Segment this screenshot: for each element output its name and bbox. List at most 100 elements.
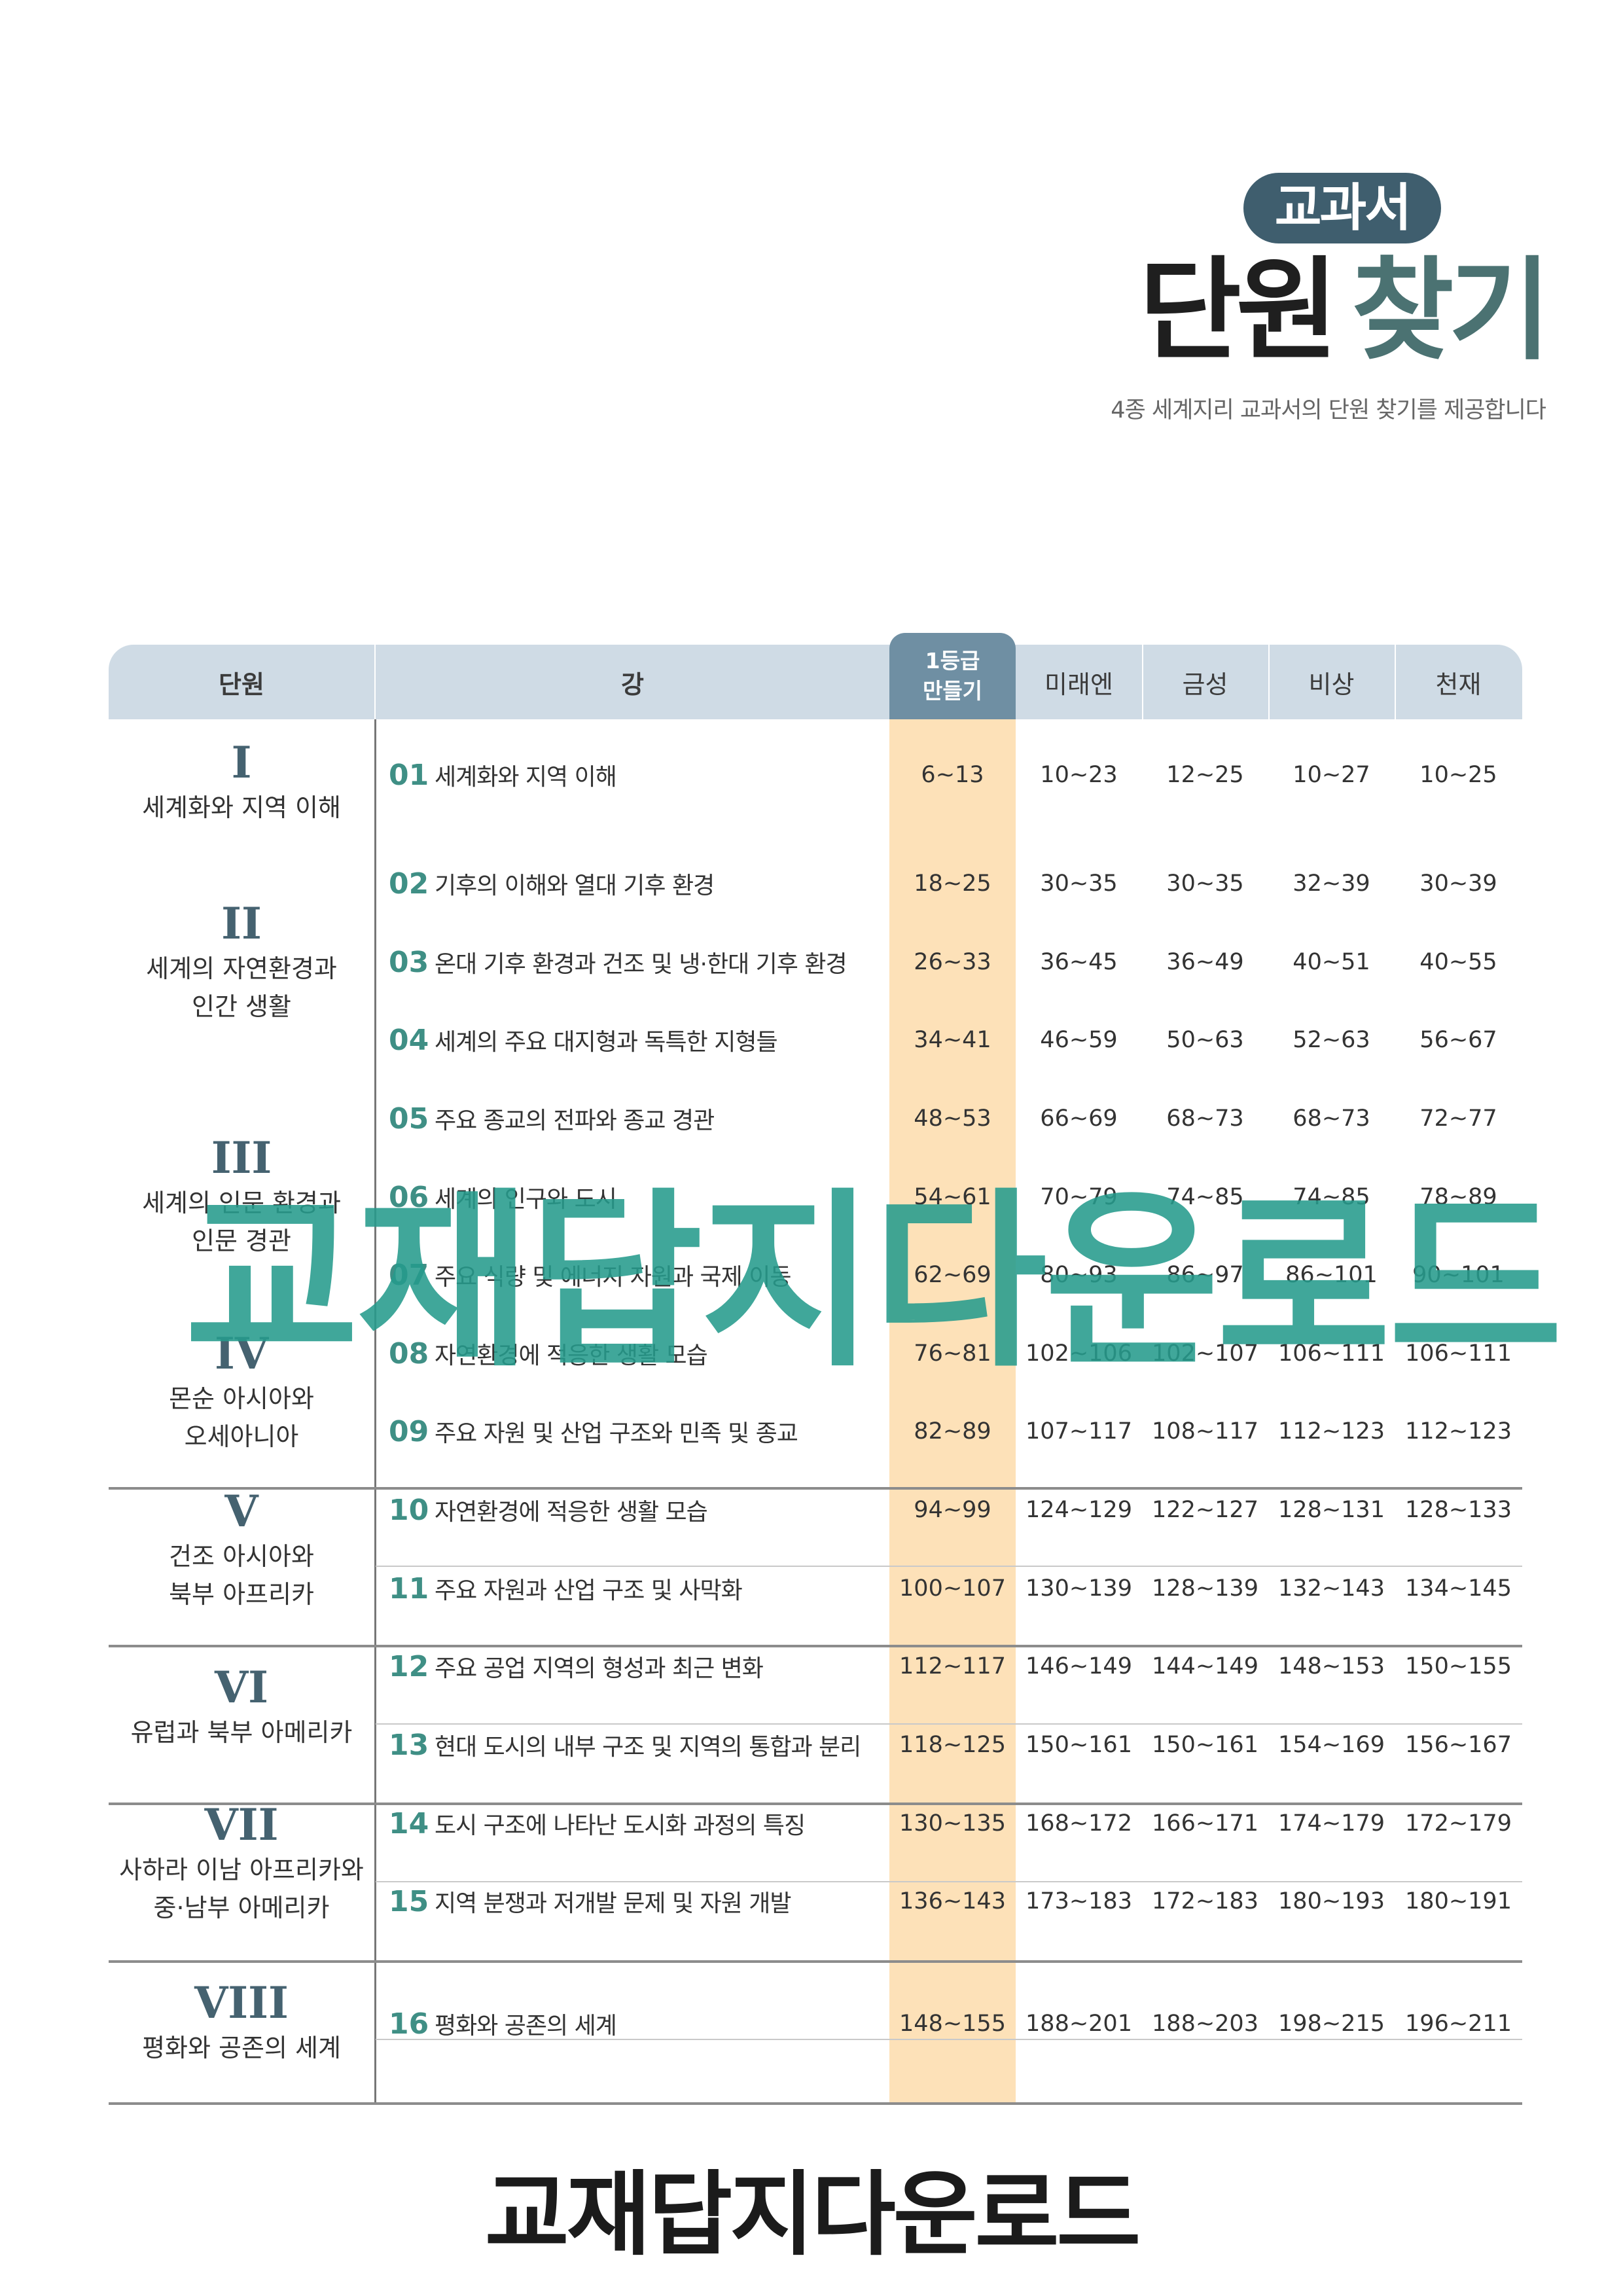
page-range-p1: 102~106 (1026, 1340, 1132, 1367)
unit-2: II 세계의 자연환경과 인간 생활 (109, 844, 374, 1078)
lecture-title: 온대 기후 환경과 건조 및 냉·한대 기후 환경 (435, 951, 847, 978)
footer-text: 교재답지다운로드 (484, 2162, 1141, 2269)
highlight-page-range: 62~69 (914, 1262, 991, 1288)
header-unit: 단원 (219, 670, 264, 699)
page-range-p3: 40~51 (1293, 949, 1370, 975)
lecture-title: 세계화와 지역 이해 (435, 764, 617, 791)
page-range-p1: 46~59 (1040, 1027, 1118, 1053)
lecture-title: 주요 식량 및 에너지 자원과 국제 이동 (435, 1264, 791, 1291)
lecture-number: 07 (389, 1258, 429, 1292)
page-range-p1: 173~183 (1026, 1888, 1132, 1914)
page-range-p4: 10~25 (1419, 762, 1497, 788)
page-range-p4: 56~67 (1419, 1027, 1497, 1053)
title-part1: 단원 (1139, 246, 1338, 376)
page-range-p3: 10~27 (1293, 762, 1370, 788)
unit-number: I (231, 736, 252, 788)
page-range-p4: 112~123 (1405, 1418, 1512, 1444)
page-range-p2: 108~117 (1152, 1418, 1258, 1444)
unit-1: I 세계화와 지역 이해 (109, 719, 374, 843)
watermark: 교재답지다운로드 (185, 1172, 1563, 1393)
page-range-p1: 188~201 (1026, 2011, 1132, 2037)
unit-number: VII (204, 1799, 279, 1850)
unit-name: 세계의 자연환경과 인간 생활 (146, 954, 337, 1021)
lecture-title: 평화와 공존의 세계 (435, 2013, 617, 2039)
lecture-title: 세계의 인구와 도시 (435, 1186, 617, 1213)
unit-5: V 건조 아시아와 북부 아프리카 (109, 1471, 374, 1627)
page-range-p1: 10~23 (1040, 762, 1118, 788)
highlight-page-range: 34~41 (914, 1027, 991, 1053)
page-range-p4: 30~39 (1419, 870, 1497, 897)
page-range-p3: 132~143 (1278, 1575, 1385, 1602)
unit-name: 사하라 이남 아프리카와 중·남부 아메리카 (119, 1855, 364, 1922)
page-range-p4: 78~89 (1419, 1184, 1497, 1210)
page-range-p3: 112~123 (1278, 1418, 1385, 1444)
unit-number: III (211, 1132, 272, 1183)
lecture-number: 11 (389, 1571, 429, 1605)
page-range-p3: 198~215 (1278, 2011, 1385, 2037)
lecture-02: 02 기후의 이해와 열대 기후 환경 (389, 844, 715, 923)
lecture-title: 주요 자원과 산업 구조 및 사막화 (435, 1577, 743, 1604)
highlight-page-range: 94~99 (914, 1497, 991, 1523)
table-header (109, 645, 1522, 719)
page-range-p2: 150~161 (1152, 1732, 1258, 1758)
unit-number: VIII (194, 1977, 289, 2028)
page-range-p3: 106~111 (1278, 1340, 1385, 1367)
lecture-title: 현대 도시의 내부 구조 및 지역의 통합과 분리 (435, 1734, 861, 1761)
page-range-p4: 172~179 (1405, 1810, 1512, 1837)
lecture-16: 16 평화와 공존의 세계 (389, 1984, 617, 2063)
unit-separator (109, 2102, 1522, 2105)
page-range-p2: 144~149 (1152, 1653, 1258, 1679)
page-range-p1: 36~45 (1040, 949, 1118, 975)
lecture-08: 08 자연환경에 적응한 생활 모습 (389, 1314, 708, 1393)
page-range-p2: 68~73 (1166, 1105, 1244, 1132)
unit-7: VII 사하라 이남 아프리카와 중·남부 아메리카 (109, 1785, 374, 1940)
lecture-number: 08 (389, 1336, 429, 1371)
page-range-p2: 102~107 (1152, 1340, 1258, 1367)
lecture-number: 01 (389, 758, 429, 792)
lecture-title: 자연환경에 적응한 생활 모습 (435, 1342, 708, 1369)
highlight-page-range: 136~143 (899, 1888, 1006, 1914)
unit-number: II (221, 897, 262, 949)
page-range-p1: 130~139 (1026, 1575, 1132, 1602)
unit-6: VI 유럽과 북부 아메리카 (109, 1628, 374, 1784)
header-pub2: 금성 (1182, 670, 1228, 699)
header-pub1: 미래엔 (1044, 670, 1113, 699)
header-divider (1268, 645, 1270, 719)
lecture-number: 06 (389, 1180, 429, 1214)
header-highlight-line1: 1등급 (925, 648, 980, 673)
highlight-header-bg (889, 633, 1016, 719)
highlight-page-range: 6~13 (921, 762, 984, 788)
header-highlight: 1등급 만들기 (889, 633, 1016, 719)
page-range-p1: 124~129 (1026, 1497, 1132, 1523)
page-range-p2: 128~139 (1152, 1575, 1258, 1602)
page-range-p1: 80~93 (1040, 1262, 1118, 1288)
page-range-p3: 74~85 (1293, 1184, 1370, 1210)
lecture-number: 04 (389, 1023, 429, 1057)
unit-name: 유럽과 북부 아메리카 (130, 1717, 353, 1747)
header-lecture: 강 (621, 670, 644, 699)
page-range-p4: 106~111 (1405, 1340, 1512, 1367)
header-highlight-line2: 만들기 (922, 678, 983, 704)
unit-name: 건조 아시아와 북부 아프리카 (169, 1542, 314, 1609)
page-range-p2: 172~183 (1152, 1888, 1258, 1914)
header-divider (1142, 645, 1143, 719)
lecture-06: 06 세계의 인구와 도시 (389, 1158, 617, 1236)
row-separator (376, 1566, 1522, 1567)
page-range-p4: 90~101 (1412, 1262, 1505, 1288)
unit-number: V (224, 1486, 259, 1537)
page-range-p2: 36~49 (1166, 949, 1244, 975)
lecture-13: 13 현대 도시의 내부 구조 및 지역의 통합과 분리 (389, 1706, 861, 1784)
page-range-p4: 40~55 (1419, 949, 1497, 975)
page-range-p1: 70~79 (1040, 1184, 1118, 1210)
unit-name: 세계의 인문 환경과 인문 경관 (142, 1188, 341, 1255)
page-range-p4: 196~211 (1405, 2011, 1512, 2037)
lecture-number: 10 (389, 1493, 429, 1527)
page-range-p4: 72~77 (1419, 1105, 1497, 1132)
lecture-number: 09 (389, 1414, 429, 1448)
highlight-page-range: 54~61 (914, 1184, 991, 1210)
unit-number: VI (214, 1661, 269, 1713)
unit-name: 몬순 아시아와 오세아니아 (169, 1384, 314, 1451)
header-pub4: 천재 (1435, 670, 1482, 699)
lecture-03: 03 온대 기후 환경과 건조 및 냉·한대 기후 환경 (389, 923, 847, 1001)
page-range-p2: 50~63 (1166, 1027, 1244, 1053)
